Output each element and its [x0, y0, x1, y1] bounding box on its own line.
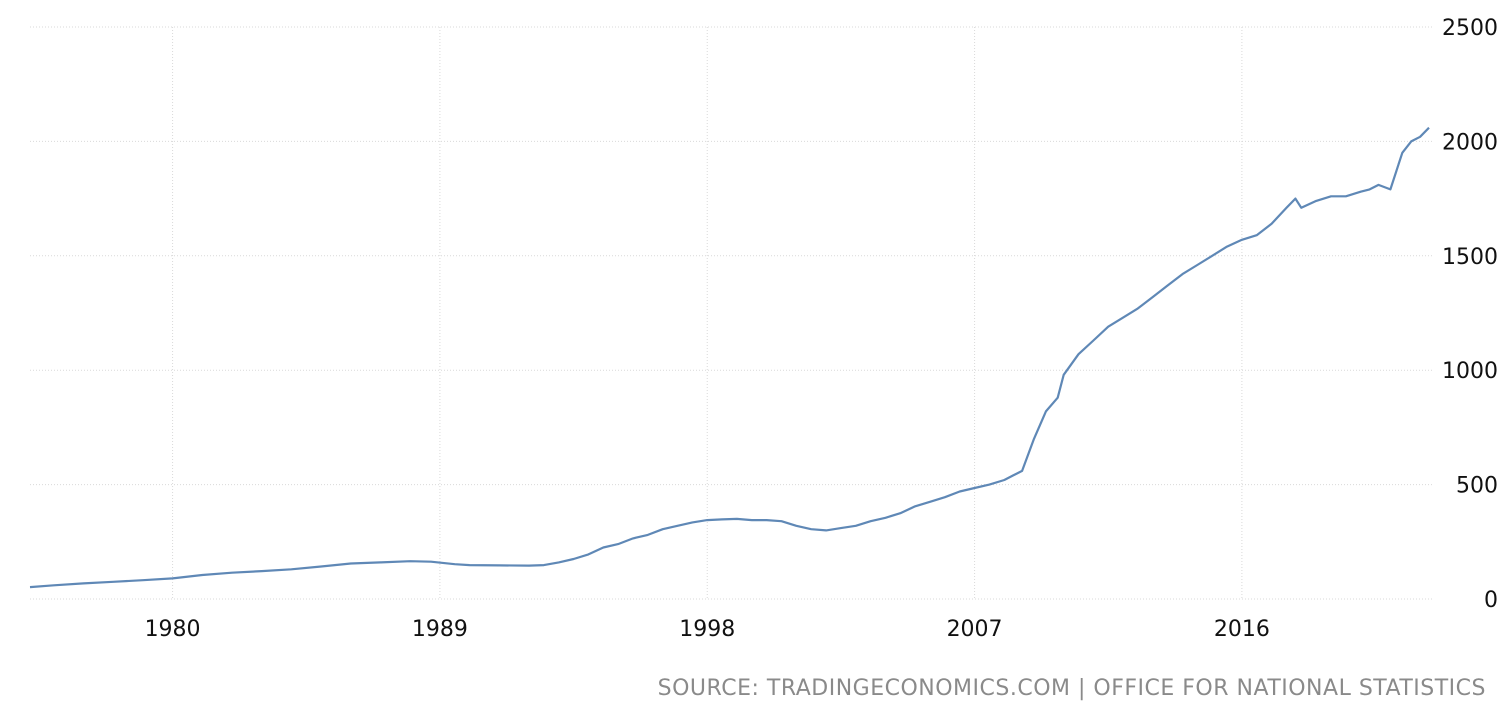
x-tick-label: 2007: [947, 617, 1003, 642]
y-axis: 0 500 1000 1500 2000 2500: [1442, 16, 1498, 613]
x-axis: 1980 1989 1998 2007 2016: [145, 617, 1270, 642]
x-tick-label: 1989: [412, 617, 468, 642]
x-tick-label: 1998: [679, 617, 735, 642]
y-tick-label: 1000: [1442, 359, 1498, 384]
y-tick-label: 0: [1484, 588, 1498, 613]
y-tick-label: 2500: [1442, 16, 1498, 41]
x-tick-label: 1980: [145, 617, 201, 642]
x-tick-label: 2016: [1214, 617, 1270, 642]
grid: [30, 26, 1432, 600]
source-note: SOURCE: TRADINGECONOMICS.COM | OFFICE FO…: [657, 676, 1486, 701]
y-tick-label: 500: [1456, 474, 1498, 499]
y-tick-label: 1500: [1442, 245, 1498, 270]
y-tick-label: 2000: [1442, 130, 1498, 155]
series-layer: [29, 126, 1430, 589]
series-line: [29, 126, 1430, 589]
